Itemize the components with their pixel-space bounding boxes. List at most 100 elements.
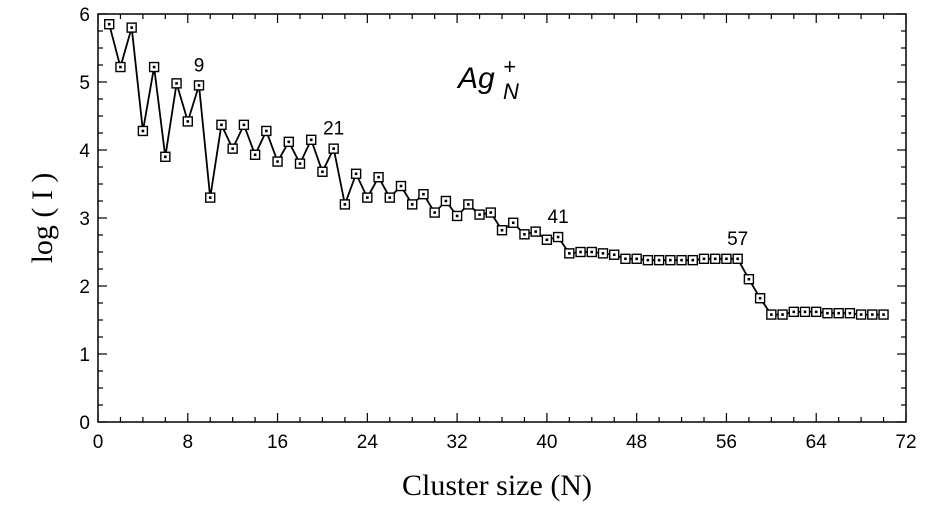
y-tick-label: 5 xyxy=(79,73,90,94)
x-tick-label: 56 xyxy=(716,432,737,453)
data-point xyxy=(665,254,676,266)
x-tick-label: 40 xyxy=(536,432,557,453)
series-line xyxy=(108,23,884,316)
x-tick-label: 16 xyxy=(267,432,288,453)
series-markers xyxy=(104,19,889,320)
data-point xyxy=(822,308,833,319)
data-point xyxy=(754,293,766,304)
data-point xyxy=(788,306,799,318)
data-point xyxy=(283,136,294,148)
annotation-label: 57 xyxy=(727,229,748,250)
data-point xyxy=(261,125,272,137)
data-point xyxy=(687,254,698,266)
data-point xyxy=(855,309,867,320)
plot-frame xyxy=(97,13,907,423)
annotation-label: 41 xyxy=(548,207,569,228)
data-point xyxy=(833,308,844,319)
data-point xyxy=(698,253,710,265)
data-point xyxy=(508,217,519,228)
data-point xyxy=(227,143,238,154)
annotations: 9 21 41 57 xyxy=(194,55,749,249)
data-point xyxy=(642,254,654,266)
y-tick-label: 6 xyxy=(79,5,90,26)
data-point xyxy=(575,246,586,258)
data-point xyxy=(238,119,250,131)
data-point xyxy=(721,253,732,265)
data-point xyxy=(373,171,384,183)
annotation-label: 9 xyxy=(194,55,205,76)
x-tick-label: 48 xyxy=(626,432,647,453)
data-point xyxy=(519,229,530,240)
data-point xyxy=(339,199,351,210)
data-point xyxy=(844,308,856,319)
x-tick-label: 8 xyxy=(182,432,193,453)
data-point xyxy=(193,80,205,91)
data-point xyxy=(631,253,642,265)
data-point xyxy=(171,78,182,89)
data-point xyxy=(137,125,149,137)
chart-title-superscript: + xyxy=(503,54,516,79)
data-point xyxy=(216,119,227,131)
data-point xyxy=(485,207,496,218)
y-axis-title: log ( I ) xyxy=(26,173,59,264)
data-point xyxy=(272,156,283,167)
x-tick-label: 0 xyxy=(93,432,104,453)
data-point xyxy=(249,149,261,160)
data-point xyxy=(440,195,452,207)
data-point xyxy=(609,249,620,260)
y-tick-label: 3 xyxy=(79,209,90,230)
data-point xyxy=(350,168,362,180)
data-point xyxy=(867,309,878,320)
data-point xyxy=(710,253,721,265)
data-point xyxy=(541,234,553,245)
chart-title-main: Ag xyxy=(456,62,495,95)
data-point xyxy=(384,192,395,203)
data-point xyxy=(126,22,137,33)
data-point xyxy=(362,192,373,203)
y-tick-label: 1 xyxy=(79,345,90,366)
data-point xyxy=(777,309,788,320)
data-point xyxy=(597,248,609,259)
data-point xyxy=(530,226,541,237)
data-point xyxy=(732,253,743,265)
data-point xyxy=(429,207,440,218)
data-point xyxy=(294,158,306,169)
data-point xyxy=(766,309,777,320)
data-point xyxy=(620,253,631,265)
data-point xyxy=(395,180,407,192)
data-point xyxy=(407,199,418,210)
x-tick-label: 64 xyxy=(806,432,828,453)
data-point xyxy=(317,166,328,177)
data-point xyxy=(418,188,429,200)
data-point xyxy=(676,254,687,266)
data-point xyxy=(564,248,575,259)
data-point xyxy=(104,19,115,30)
data-point xyxy=(878,309,889,320)
data-point xyxy=(653,254,665,266)
chart-title: Ag xyxy=(456,62,495,95)
data-point xyxy=(811,306,822,318)
axis-ticks xyxy=(97,13,907,423)
y-tick-label: 2 xyxy=(79,277,90,298)
x-tick-label: 72 xyxy=(895,432,916,453)
annotation-label: 21 xyxy=(323,119,344,140)
data-point xyxy=(474,209,485,220)
data-point xyxy=(552,231,564,243)
data-point xyxy=(115,61,126,73)
data-point xyxy=(160,151,171,163)
data-point xyxy=(586,246,597,258)
data-point xyxy=(182,116,193,127)
data-point xyxy=(148,61,160,73)
x-axis-title: Cluster size (N) xyxy=(402,469,592,502)
data-point xyxy=(306,134,317,146)
data-point xyxy=(799,306,811,318)
y-tick-label: 4 xyxy=(79,141,90,162)
x-tick-label: 24 xyxy=(357,432,379,453)
data-point xyxy=(743,274,755,285)
chart-title-subscript: N xyxy=(503,79,519,104)
data-point xyxy=(496,225,508,236)
data-point xyxy=(328,143,339,154)
data-point xyxy=(451,210,463,222)
